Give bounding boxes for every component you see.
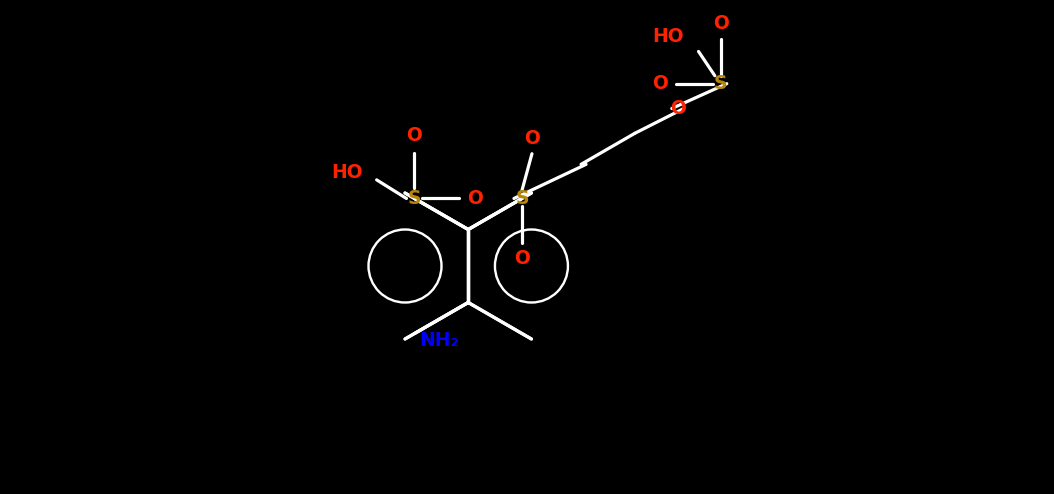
- Text: O: O: [514, 248, 530, 268]
- Text: NH₂: NH₂: [419, 331, 460, 350]
- Text: S: S: [408, 189, 422, 208]
- Text: O: O: [670, 99, 686, 118]
- Text: O: O: [467, 189, 483, 208]
- Text: O: O: [524, 129, 540, 148]
- Text: S: S: [714, 74, 727, 93]
- Text: HO: HO: [652, 27, 684, 46]
- Text: HO: HO: [331, 164, 363, 182]
- Text: O: O: [652, 74, 668, 93]
- Text: O: O: [713, 14, 728, 34]
- Text: S: S: [515, 189, 529, 208]
- Text: O: O: [407, 126, 423, 145]
